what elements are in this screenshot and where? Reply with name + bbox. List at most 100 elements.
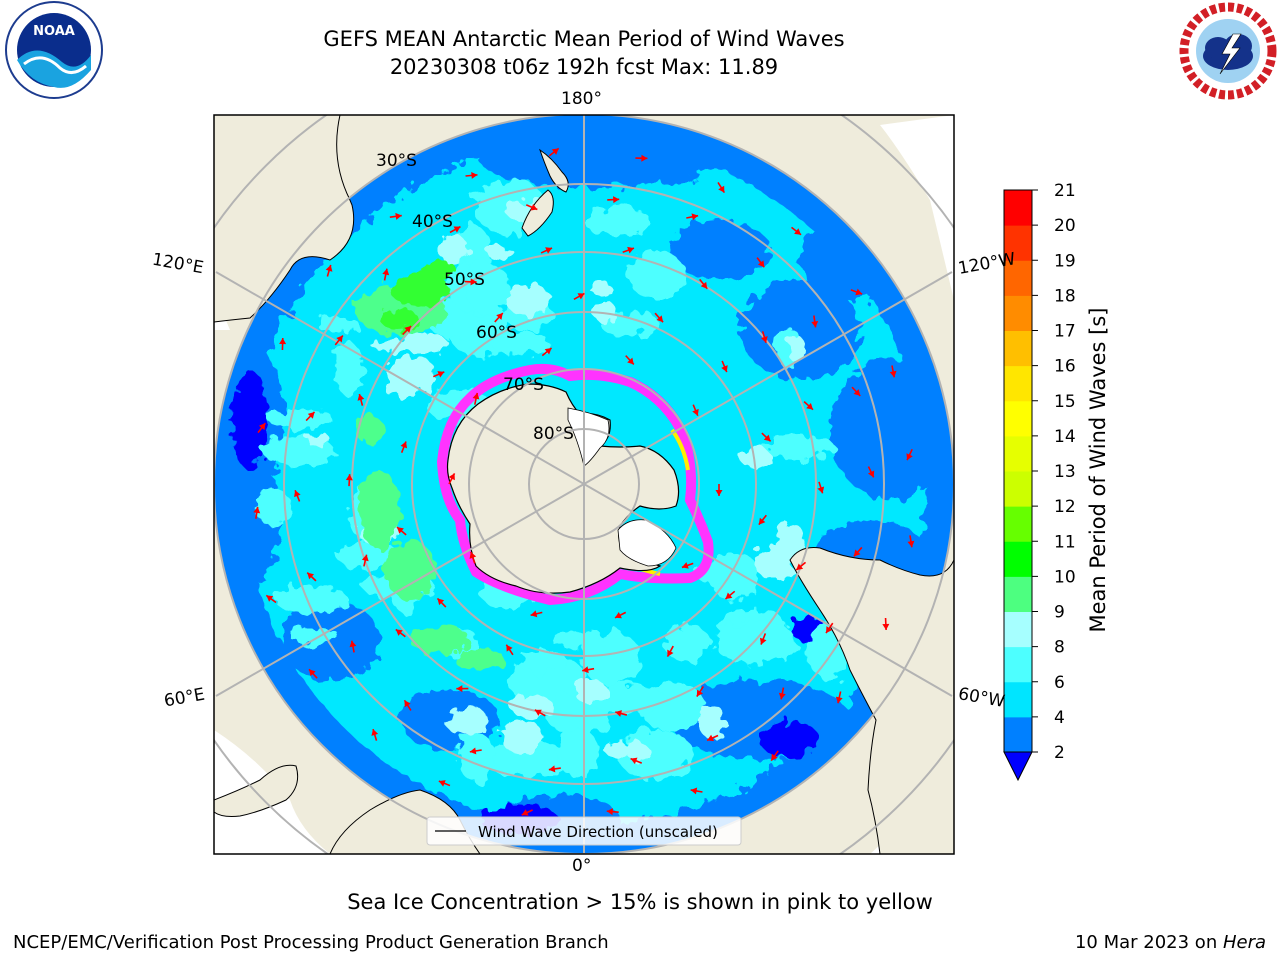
wind-arrow-head: [253, 506, 261, 514]
antarctica-land: [446, 383, 680, 594]
wave-period-6-8s: [255, 488, 292, 526]
chart-subtitle: 20230308 t06z 192h fcst Max: 11.89: [389, 55, 779, 79]
wind-arrow-head: [855, 288, 863, 296]
colorbar-label: Mean Period of Wind Waves [s]: [1086, 308, 1110, 633]
wind-arrow-head: [437, 598, 445, 606]
wave-period-8-9s: [308, 433, 332, 449]
colorbar-tick-label: 17: [1054, 322, 1076, 342]
wind-arrow-head: [438, 780, 446, 787]
wind-arrow-head: [707, 734, 714, 742]
chart-title: GEFS MEAN Antarctic Mean Period of Wind …: [323, 27, 845, 51]
ross-ice-shelf: [567, 407, 610, 467]
wind-arrow-head: [853, 389, 861, 396]
wind-arrow-head: [794, 228, 802, 235]
wind-arrow-head: [395, 629, 403, 636]
colorbar-segment: [1004, 611, 1032, 648]
wind-arrow-head: [309, 669, 316, 677]
wind-arrow-head: [548, 765, 556, 773]
lat-label-40s: 40°S: [412, 212, 453, 232]
wave-period-8-9s: [399, 333, 448, 352]
wind-arrow-head: [469, 747, 477, 755]
colorbar-segment: [1004, 400, 1032, 437]
colorbar-segment: [1004, 365, 1032, 402]
wave-period-9-10s: [410, 625, 470, 655]
wave-period-6-8s: [275, 585, 349, 614]
footer-left: NCEP/EMC/Verification Post Processing Pr…: [13, 932, 609, 953]
wave-period-6-8s: [599, 311, 659, 337]
wave-period-8-9s: [501, 719, 544, 755]
colorbar-tick-label: 19: [1054, 251, 1076, 271]
colorbar-segment: [1004, 295, 1032, 331]
lat-label-80s: 80°S: [533, 424, 574, 444]
wind-arrow-head: [506, 644, 513, 652]
new-zealand-north: [539, 148, 569, 193]
wind-arrow-head: [656, 315, 664, 323]
wave-period-6-8s: [457, 733, 496, 782]
wave-period-6-8s: [336, 542, 401, 570]
wave-period-10-12s: [390, 274, 450, 306]
colorbar-segment: [1004, 506, 1032, 542]
wave-period-6-8s: [267, 408, 334, 430]
lat-label-50s: 50°S: [444, 270, 485, 290]
wave-period-8-9s: [604, 741, 650, 760]
colorbar-segment: [1004, 471, 1032, 507]
wind-arrow-head: [349, 640, 357, 648]
wind-arrow-head: [448, 473, 455, 481]
colorbar: 2 4 6 8 9 10 11 12 13 14 15 16 17 18 19 20 21: [1003, 181, 1076, 782]
wave-period-9-10s: [360, 470, 400, 550]
wave-period-under-2s: [232, 370, 268, 470]
wind-arrow-head: [551, 148, 559, 155]
wind-arrow-head: [907, 540, 915, 548]
legend-label: Wind Wave Direction (unscaled): [478, 823, 718, 841]
wave-period-6-8s: [765, 434, 835, 460]
wave-period-8-9s: [574, 679, 608, 704]
wave-period-6-8s: [466, 270, 511, 315]
colorbar-tick-label: 14: [1054, 427, 1076, 447]
wave-period-9-10s: [356, 416, 384, 444]
wave-period-6-8s: [628, 250, 685, 301]
colorbar-tick-label: 13: [1054, 462, 1076, 482]
sea-ice-band: [436, 363, 714, 606]
wind-arrow-head: [759, 637, 767, 645]
wind-arrow-head: [357, 394, 365, 401]
wind-arrow-head: [806, 403, 814, 410]
sea-ice-note: Sea Ice Concentration > 15% is shown in …: [347, 890, 933, 914]
colorbar-tick-label: 21: [1054, 181, 1076, 201]
wind-arrow-head: [691, 213, 699, 221]
wind-arrow-head: [615, 611, 622, 619]
wave-period-6-8s: [484, 740, 569, 777]
wind-arrow-head: [757, 260, 765, 268]
wave-period-8-9s: [488, 245, 514, 261]
colorbar-tick-label: 8: [1054, 638, 1065, 658]
colorbar-tick-label: 18: [1054, 286, 1076, 306]
wind-arrow-head: [400, 441, 408, 449]
wind-arrow-head: [715, 490, 723, 496]
wind-arrow-head: [667, 649, 674, 657]
wind-arrow-head: [700, 281, 708, 289]
wave-period-10-12s: [424, 260, 456, 280]
wind-arrow-head: [771, 753, 778, 761]
wave-period-10-12s: [382, 308, 418, 332]
wave-period-2-4s: [222, 460, 282, 580]
wind-arrow-head: [613, 196, 620, 204]
colorbar-tick-label: 2: [1054, 743, 1065, 763]
wind-arrow-head: [906, 453, 913, 461]
wind-arrow-head: [630, 757, 638, 765]
wave-period-9-10s: [385, 540, 435, 600]
colorbar-tick-label: 6: [1054, 673, 1065, 693]
wave-period-6-8s: [490, 330, 550, 356]
colorbar-tick-label: 20: [1054, 216, 1076, 236]
colorbar-tick-label: 9: [1054, 603, 1065, 623]
wind-arrow-head: [382, 268, 390, 276]
lon-label-180: 180°: [561, 89, 602, 109]
wind-arrows: [253, 147, 915, 816]
wave-period-6-8s: [582, 631, 642, 687]
footer-right: 10 Mar 2023 on Hera: [1075, 932, 1266, 953]
wind-arrow-head: [471, 171, 478, 179]
wind-arrow-head: [615, 710, 622, 717]
wave-period-2-4s: [480, 132, 720, 188]
graticule: [214, 115, 954, 854]
wind-arrow-head: [778, 692, 786, 700]
svg-text:NOAA: NOAA: [33, 24, 75, 39]
